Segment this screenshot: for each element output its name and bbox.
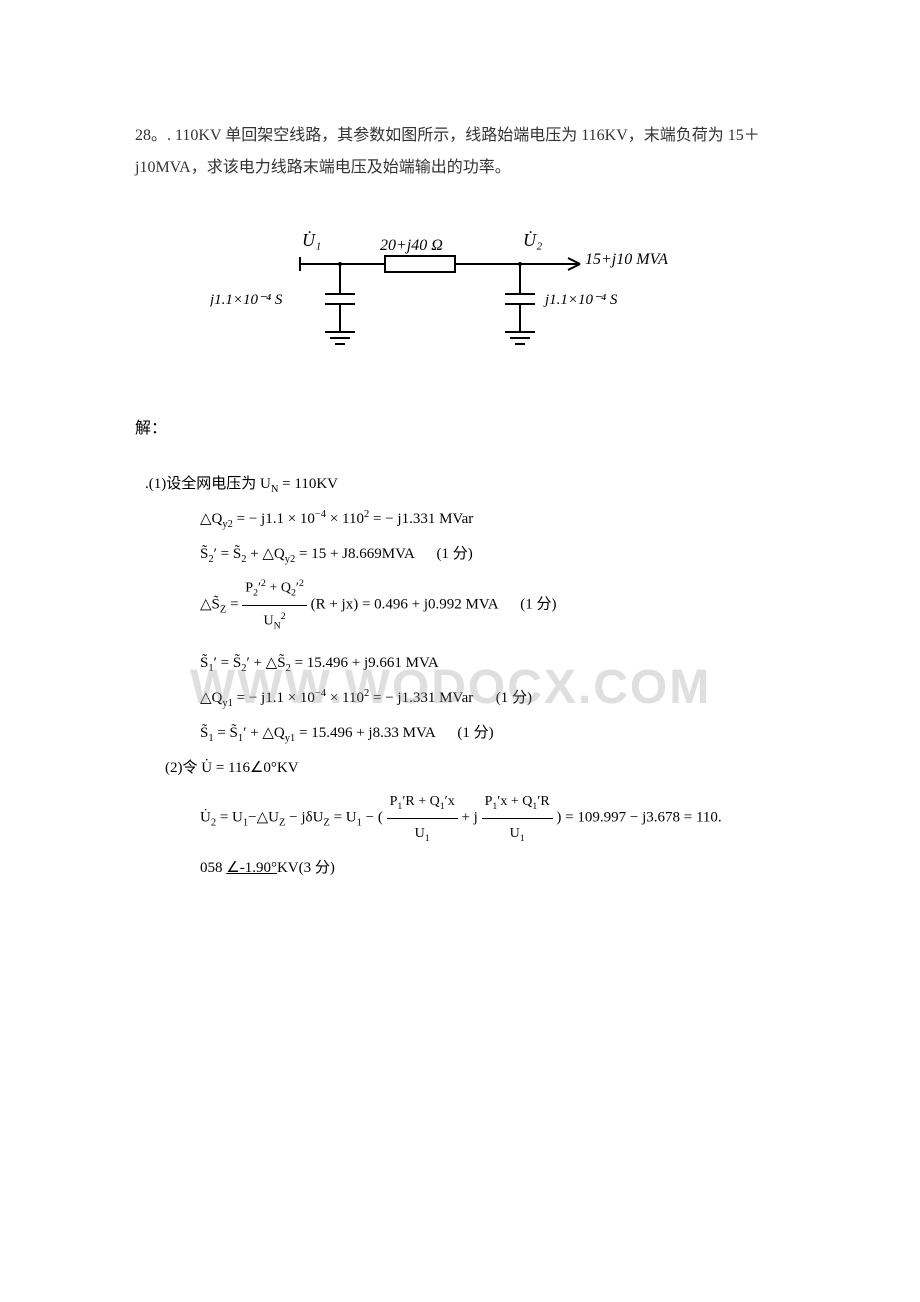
impedance-label: 20+j40 Ω [380,237,443,254]
eq-u2-final: 058 ∠-1.90°KV(3 分) [145,852,785,885]
load-label: 15+j10 MVA [585,251,668,268]
problem-text-2: j10MVA，求该电力线路末端电压及始端输出的功率。 [135,159,511,176]
part1-intro: .(1)设全网电压为 UN = 110KV [145,468,785,501]
circuit-diagram: U̇₁ 20+j40 Ω U̇₂ 15+j10 MVA [210,224,710,384]
solution-body: .(1)设全网电压为 UN = 110KV △Qy2 = − j1.1 × 10… [135,468,785,885]
problem-number: 28。 [135,127,167,144]
eq-s1: S̃1 = S̃1′ + △Qy1 = 15.496 + j8.33 MVA (… [145,717,785,750]
shunt-left-label: j1.1×10⁻⁴ S [210,292,283,308]
u1-label: U̇₁ [302,229,321,250]
eq-dqy1: △Qy1 = − j1.1 × 10−4 × 1102 = − j1.331 M… [145,682,785,715]
eq-s2p: S̃2′ = S̃2 + △Qy2 = 15 + J8.669MVA (1 分) [145,538,785,571]
eq-u2: U̇2 = U1−△UZ − jδUZ = U1 − ( P1′R + Q1′x… [145,787,785,850]
eq-s1p: S̃1′ = S̃2′ + △S̃2 = 15.496 + j9.661 MVA [145,647,785,680]
eq-dqy2: △Qy2 = − j1.1 × 10−4 × 1102 = − j1.331 M… [145,503,785,536]
solution-label: 解： [135,414,785,438]
problem-text-1: . 110KV 单回架空线路，其参数如图所示，线路始端电压为 116KV，末端负… [167,127,760,144]
eq-dsz: △S̃Z = P2′2 + Q2′2 UN2 (R + jx) = 0.496 … [145,573,785,637]
problem-statement: 28。. 110KV 单回架空线路，其参数如图所示，线路始端电压为 116KV，… [135,120,785,184]
shunt-right-label: j1.1×10⁻⁴ S [543,292,618,308]
part2-intro: (2)令 U̇ = 116∠0°KV [145,752,785,785]
u2-label: U̇₂ [523,229,542,250]
